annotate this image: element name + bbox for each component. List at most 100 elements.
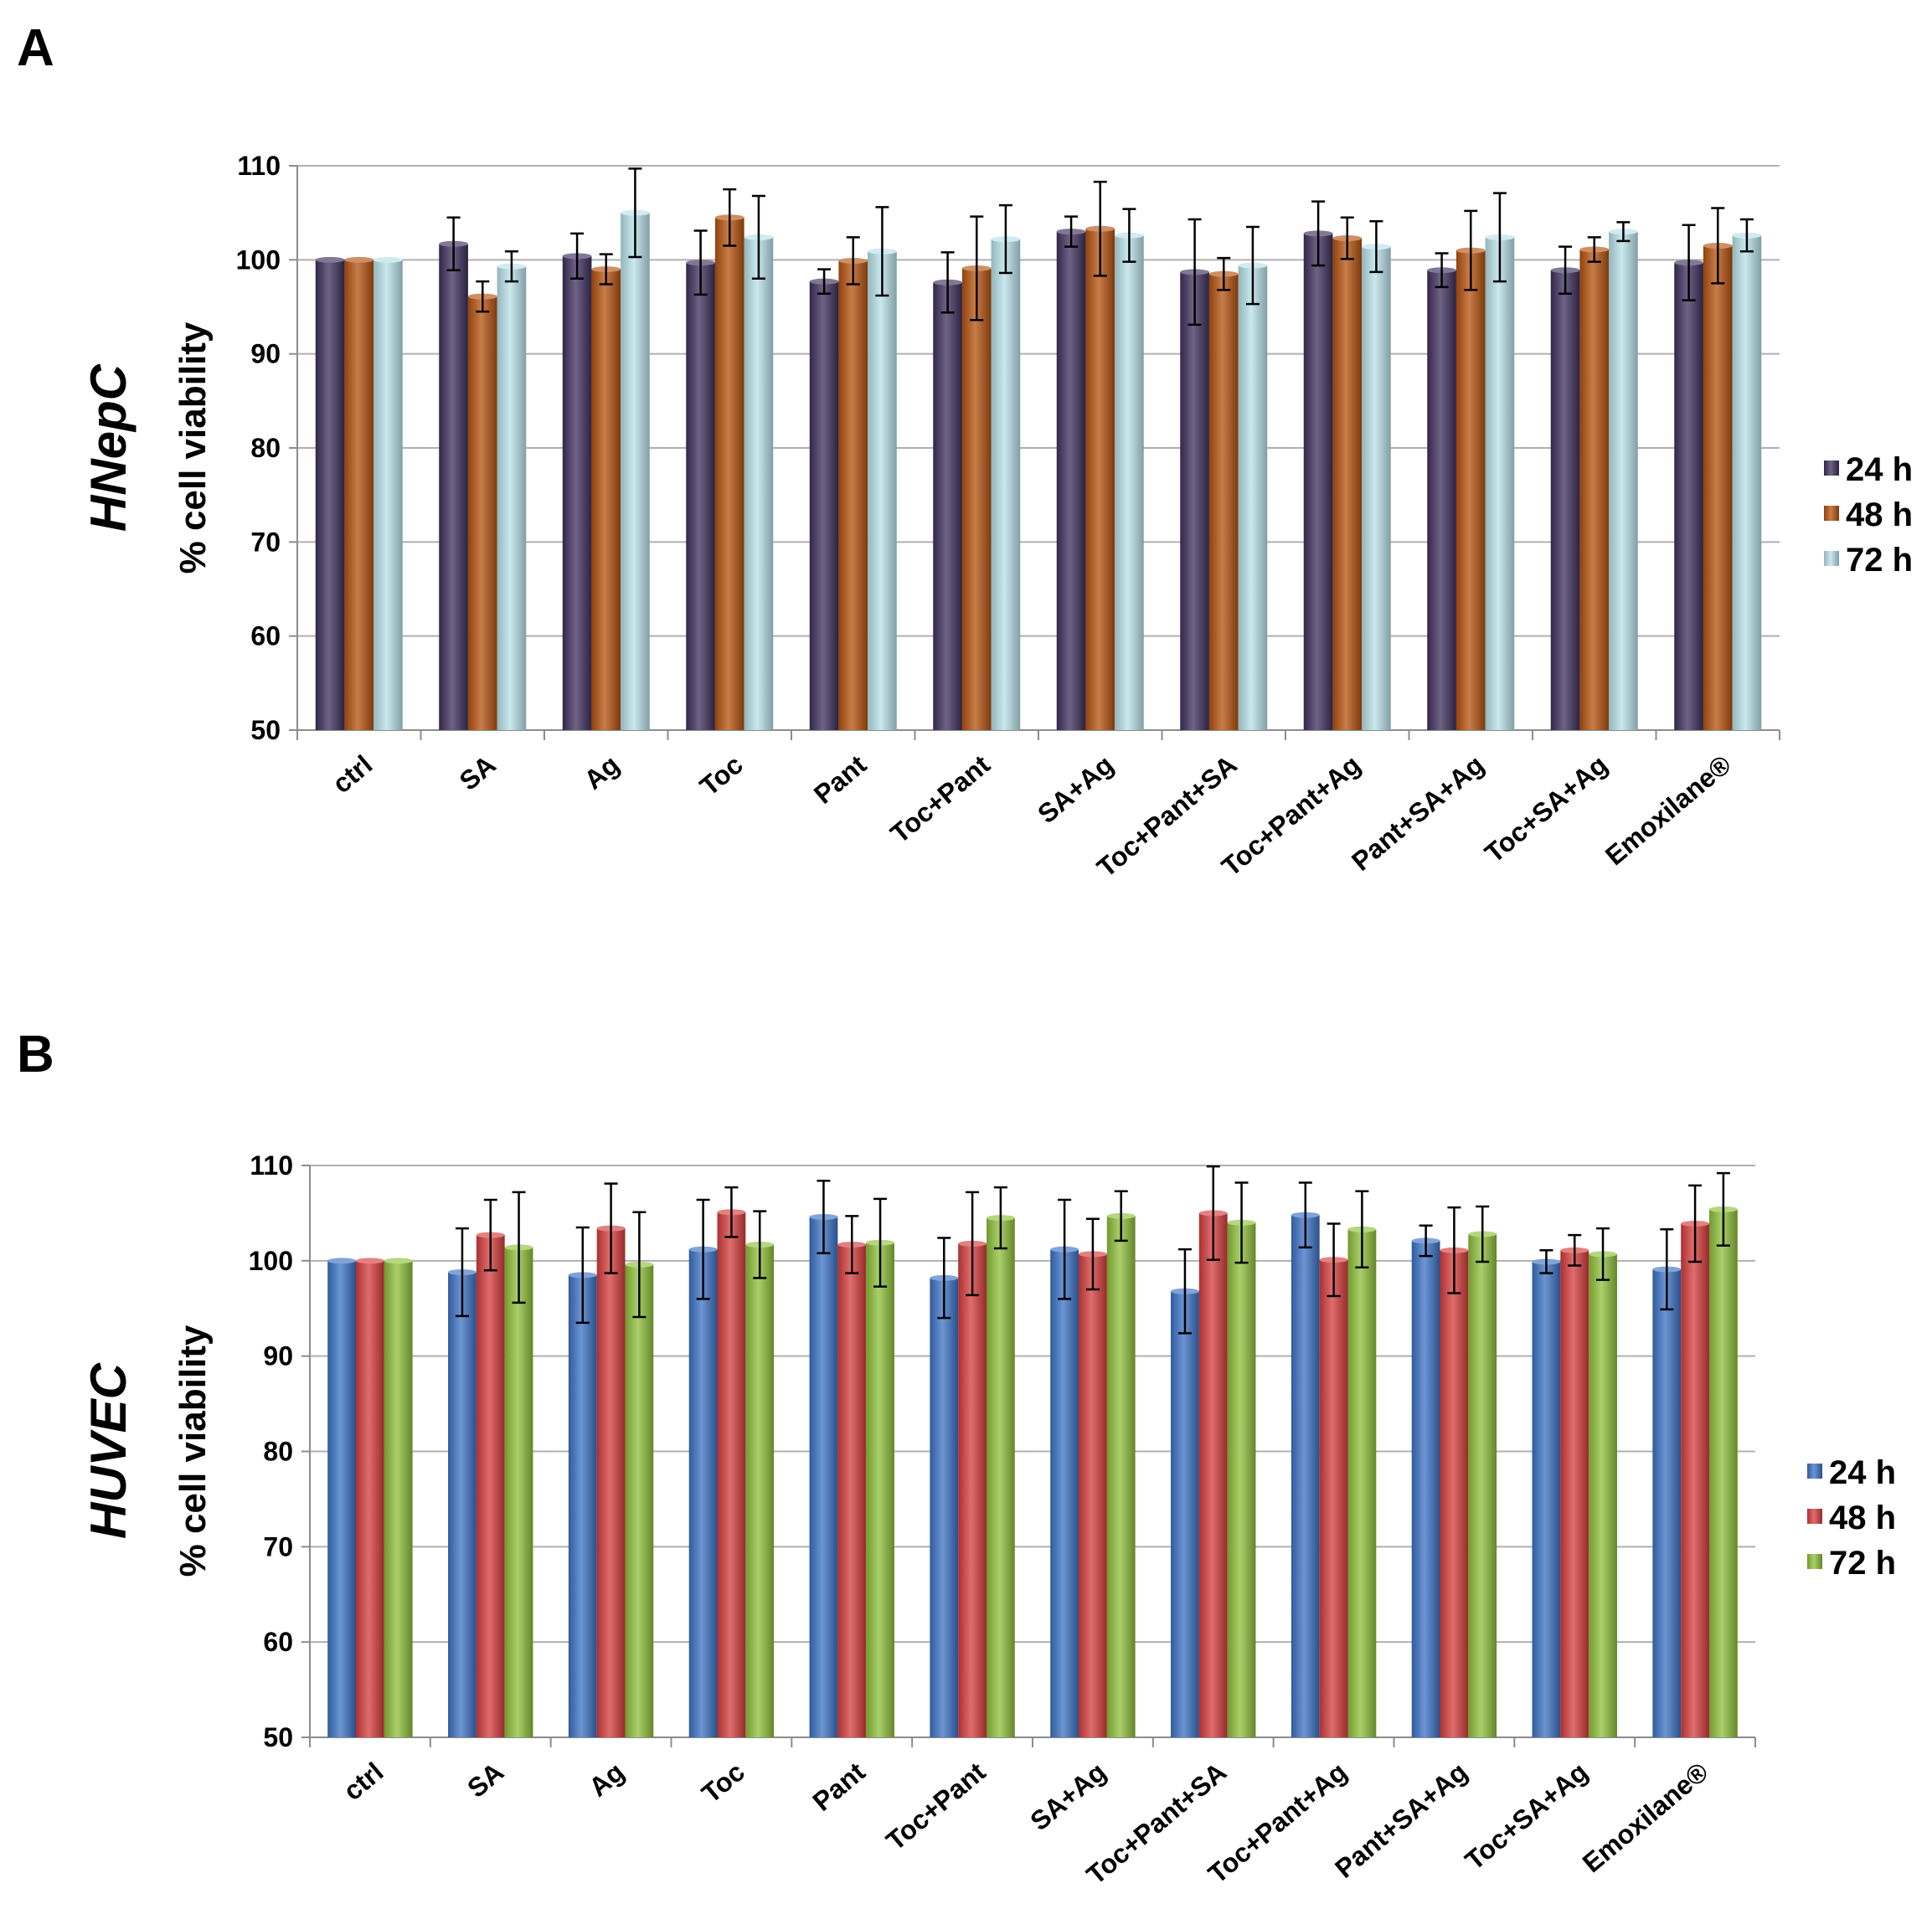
y-tick-label: 80 xyxy=(263,1437,293,1467)
bar xyxy=(866,1243,894,1737)
bar xyxy=(1347,1229,1377,1737)
bar xyxy=(1319,1259,1348,1737)
bar xyxy=(1579,249,1610,730)
legend-swatch xyxy=(1807,1554,1822,1569)
bar xyxy=(625,1264,654,1737)
y-tick-label: 70 xyxy=(263,1531,293,1562)
bar xyxy=(1171,1291,1199,1737)
legend-label: 72 h xyxy=(1846,542,1913,579)
bar xyxy=(1550,270,1580,730)
x-tick-label: Toc+SA+Ag xyxy=(1479,749,1613,869)
bar xyxy=(1468,1233,1497,1737)
x-tick-label: SA+Ag xyxy=(1024,1757,1111,1837)
bar xyxy=(958,1243,987,1737)
x-tick-label: SA+Ag xyxy=(1032,749,1119,830)
bar xyxy=(562,255,592,731)
bar-top xyxy=(327,1258,357,1264)
bar xyxy=(1332,238,1363,730)
bar xyxy=(568,1274,597,1737)
x-tick-label: Pant+SA+Ag xyxy=(1329,1757,1473,1884)
y-tick-label: 110 xyxy=(237,151,281,181)
chart-huvec: HUVEC % cell viability 50 60 70 80 90 100 110 ctr… xyxy=(80,1150,1896,1891)
bar xyxy=(591,269,621,731)
bar xyxy=(1674,262,1703,730)
bar-top xyxy=(356,1258,384,1264)
x-tick-label: Pant xyxy=(806,1757,871,1817)
bar xyxy=(384,1260,413,1737)
bar xyxy=(1609,231,1638,731)
bar xyxy=(686,262,715,730)
bar xyxy=(1411,1240,1440,1737)
bar xyxy=(1208,274,1239,730)
x-tick-label: Emoxilane® xyxy=(1577,1757,1714,1879)
bar xyxy=(1079,1253,1107,1737)
y-tick-label: 110 xyxy=(250,1150,293,1181)
x-tick-label: Toc+Pant xyxy=(884,749,996,849)
x-tick-label: ctrl xyxy=(327,749,378,800)
bar xyxy=(1303,233,1333,730)
bar xyxy=(986,1217,1015,1737)
y-tick-label: 90 xyxy=(250,339,281,369)
bar xyxy=(809,281,839,730)
y-tick-label: 50 xyxy=(263,1722,293,1752)
bar xyxy=(868,251,897,730)
cell-type-label: HNepC xyxy=(80,363,137,532)
bar xyxy=(497,266,527,730)
x-tick-label: Emoxilane® xyxy=(1600,749,1737,872)
x-tick-label: Pant xyxy=(808,749,873,810)
bar xyxy=(1485,237,1515,731)
y-tick-label: 90 xyxy=(263,1341,293,1371)
legend-swatch xyxy=(1824,460,1839,476)
x-tick-label: Toc+SA+Ag xyxy=(1459,1757,1593,1876)
legend-label: 24 h xyxy=(1829,1454,1896,1491)
x-tick-label: SA xyxy=(454,749,502,796)
bar xyxy=(745,1244,775,1737)
x-tick-label: SA xyxy=(461,1757,509,1803)
panel-letter-a: A xyxy=(17,19,54,77)
y-axis-label: % cell viability xyxy=(173,322,214,574)
bar-top xyxy=(344,256,374,263)
bar xyxy=(1180,271,1209,731)
bar xyxy=(327,1260,357,1737)
bar xyxy=(1050,1249,1079,1737)
bar xyxy=(838,260,868,730)
bar xyxy=(688,1249,718,1737)
legend-swatch xyxy=(1807,1509,1822,1524)
y-axis-label: % cell viability xyxy=(173,1325,214,1577)
bar xyxy=(1652,1269,1682,1737)
y-tick-label: 100 xyxy=(236,244,281,275)
bar xyxy=(1056,231,1086,731)
bar xyxy=(991,239,1021,730)
bar xyxy=(1708,1209,1738,1737)
bar xyxy=(1238,265,1268,730)
y-tick-label: 80 xyxy=(250,433,281,463)
bar xyxy=(1085,229,1115,731)
bar xyxy=(1291,1215,1320,1737)
bar xyxy=(1532,1261,1561,1737)
bar xyxy=(1455,250,1486,731)
bar xyxy=(1106,1216,1136,1737)
bar xyxy=(1198,1212,1228,1737)
legend-label: 24 h xyxy=(1846,451,1913,488)
bar-top xyxy=(384,1258,413,1264)
bar xyxy=(744,237,774,731)
bar xyxy=(467,296,497,731)
bar xyxy=(1362,246,1391,730)
legend-label: 48 h xyxy=(1829,1500,1896,1536)
bar xyxy=(315,260,345,730)
bar xyxy=(1681,1223,1709,1737)
bar xyxy=(717,1212,746,1737)
x-tick-label: Toc xyxy=(696,1757,750,1809)
y-tick-label: 70 xyxy=(250,527,281,557)
cell-type-label: HUVEC xyxy=(80,1361,137,1539)
bar xyxy=(1703,245,1733,730)
bar xyxy=(1589,1253,1617,1737)
bar xyxy=(439,244,468,730)
y-tick-label: 100 xyxy=(249,1246,293,1276)
x-tick-label: Ag xyxy=(578,749,625,795)
chart-hnepc: HNepC % cell viability 50 60 70 80 90 100 110 ctr… xyxy=(80,151,1913,883)
bar xyxy=(809,1217,838,1737)
bar xyxy=(504,1247,533,1737)
bar xyxy=(356,1260,384,1737)
